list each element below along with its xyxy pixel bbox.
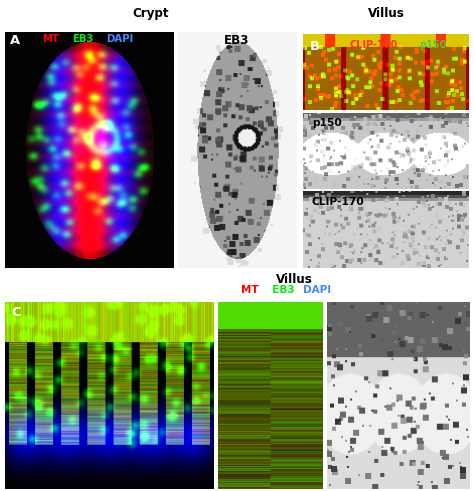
Text: DAPI: DAPI: [106, 34, 133, 44]
Text: CLIP-170: CLIP-170: [350, 40, 398, 51]
Text: p150: p150: [419, 40, 447, 51]
Text: Crypt: Crypt: [132, 7, 169, 20]
Text: B: B: [310, 40, 320, 54]
Text: EB3: EB3: [72, 34, 93, 44]
Text: EB3: EB3: [224, 34, 250, 47]
Text: EB3: EB3: [265, 285, 295, 295]
Text: Villus: Villus: [368, 7, 405, 20]
Text: Villus: Villus: [275, 273, 312, 285]
Text: MT: MT: [241, 285, 265, 295]
Text: A: A: [10, 34, 20, 47]
Text: C: C: [11, 306, 20, 319]
Text: p150: p150: [312, 118, 341, 128]
Text: MT: MT: [42, 34, 59, 44]
Text: DAPI: DAPI: [303, 285, 331, 295]
Text: CLIP-170: CLIP-170: [312, 197, 365, 207]
